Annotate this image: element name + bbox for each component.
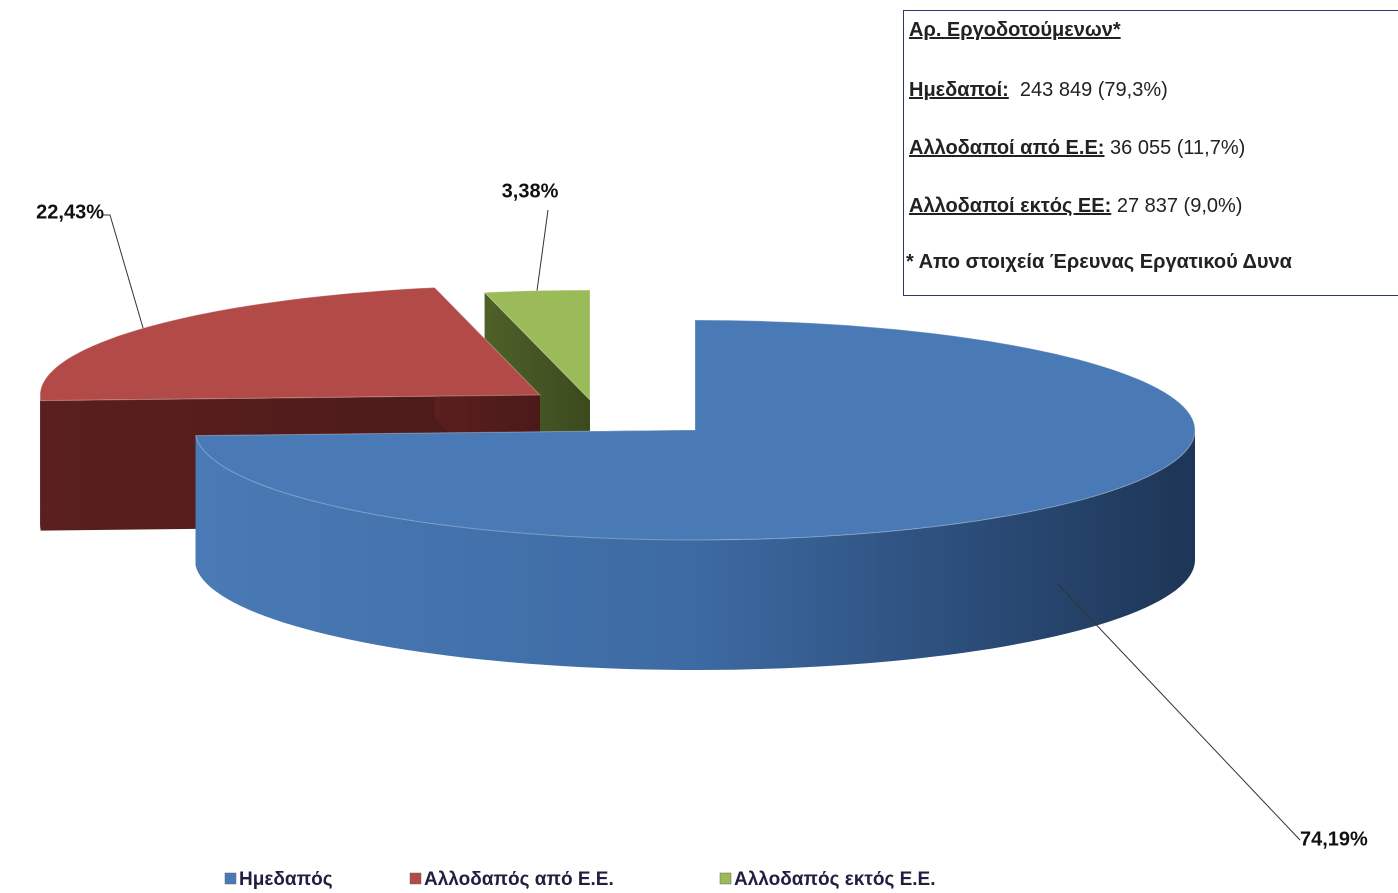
legend-label: Ημεδαπός bbox=[239, 869, 333, 890]
row-text: 27 837 (9,0%) bbox=[1116, 195, 1243, 217]
legend-swatch bbox=[719, 872, 732, 885]
slice bbox=[483, 289, 591, 402]
row-label: Αλλοδαποί από Ε.Ε: bbox=[909, 137, 1105, 159]
legend-swatch bbox=[409, 872, 422, 885]
data-label: 74,19% bbox=[1300, 828, 1368, 850]
legend-label: Αλλοδαπός από Ε.Ε. bbox=[424, 869, 614, 890]
row-label: Αλλοδαποί εκτός ΕΕ: bbox=[909, 195, 1112, 217]
info-box: Αρ. Εργοδοτούμενων* Ημεδαποί: 243 849 (7… bbox=[903, 10, 1398, 296]
row-label: Ημεδαποί: bbox=[909, 79, 1009, 101]
legend-label: Αλλοδαπός εκτός Ε.Ε. bbox=[734, 869, 936, 890]
info-title: Αρ. Εργοδοτούμενων* bbox=[909, 19, 1121, 41]
row-text: 243 849 (79,3%) bbox=[1019, 79, 1168, 101]
data-label: 3,38% bbox=[502, 180, 559, 202]
slice bbox=[194, 319, 1196, 541]
row-text: 36 055 (11,7%) bbox=[1110, 137, 1246, 159]
info-row: Ημεδαποί: 243 849 (79,3%) bbox=[909, 79, 1168, 102]
legend-swatch bbox=[224, 872, 237, 885]
data-label: 22,43% bbox=[36, 201, 104, 223]
slice-wall bbox=[40, 395, 41, 531]
leader-line bbox=[1057, 583, 1301, 841]
info-row: Αλλοδαποί εκτός ΕΕ: 27 837 (9,0%) bbox=[909, 195, 1242, 218]
leader-line bbox=[102, 214, 144, 329]
info-note: * Απο στοιχεία Έρευνας Εργατικού Δυνα bbox=[906, 251, 1292, 273]
leader-line bbox=[536, 209, 549, 291]
slice-wall bbox=[195, 430, 1196, 670]
slice bbox=[39, 286, 542, 402]
info-row: Αλλοδαποί από Ε.Ε: 36 055 (11,7%) bbox=[909, 137, 1245, 160]
